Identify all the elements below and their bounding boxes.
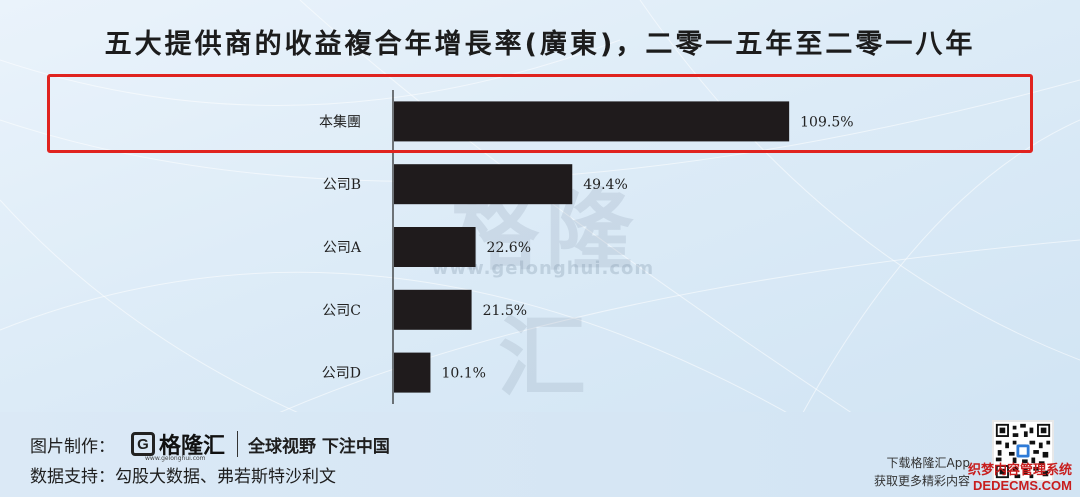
category-label: 公司B (323, 177, 361, 193)
bar (394, 227, 476, 267)
category-label: 本集團 (319, 113, 361, 130)
category-label: 公司A (323, 240, 362, 256)
app-more-text: 获取更多精彩内容 (873, 474, 970, 488)
qr-code-icon[interactable] (992, 420, 1054, 482)
logo-g-icon: G (131, 432, 155, 456)
bar (394, 352, 431, 393)
bar (394, 164, 573, 205)
value-label: 21.5% (483, 303, 527, 319)
app-download-text: 下载格隆汇App (886, 456, 970, 470)
data-support-value: 勾股大数据、弗若斯特沙利文 (115, 467, 336, 487)
bar (394, 101, 790, 142)
value-label: 109.5% (800, 114, 853, 130)
footer-made-by-row: 图片制作： G 格隆汇 www.gelonghui.com 全球视野 下注中国 (30, 428, 390, 462)
data-support-label: 数据支持： (30, 467, 115, 487)
footer: 图片制作： G 格隆汇 www.gelonghui.com 全球视野 下注中国 … (0, 412, 1080, 497)
site-watermark-line1: 织梦内容管理系统 (967, 462, 1072, 477)
brand-name: 格隆汇 (159, 434, 226, 459)
brand-url: www.gelonghui.com (145, 455, 206, 462)
brand-logo: G 格隆汇 www.gelonghui.com (115, 428, 226, 462)
value-label: 49.4% (583, 177, 627, 193)
category-label: 公司C (322, 303, 361, 319)
footer-divider (237, 431, 239, 457)
site-watermark-line2: DEDECMS.COM (973, 478, 1072, 493)
chart-title: 五大提供商的收益複合年增長率(廣東)，二零一五年至二零一八年 (104, 29, 976, 60)
value-label: 10.1% (441, 366, 485, 382)
bar (394, 289, 472, 330)
value-label: 22.6% (487, 240, 531, 256)
slogan: 全球视野 下注中国 (248, 436, 390, 457)
footer-data-support-row: 数据支持：勾股大数据、弗若斯特沙利文 (30, 462, 336, 487)
highlight-box (47, 74, 1033, 153)
site-watermark: 织梦内容管理系统 DEDECMS.COM (968, 462, 1072, 494)
category-label: 公司D (322, 366, 361, 382)
watermark-url: www.gelonghui.com (431, 258, 655, 279)
made-by-label: 图片制作： (30, 436, 115, 457)
